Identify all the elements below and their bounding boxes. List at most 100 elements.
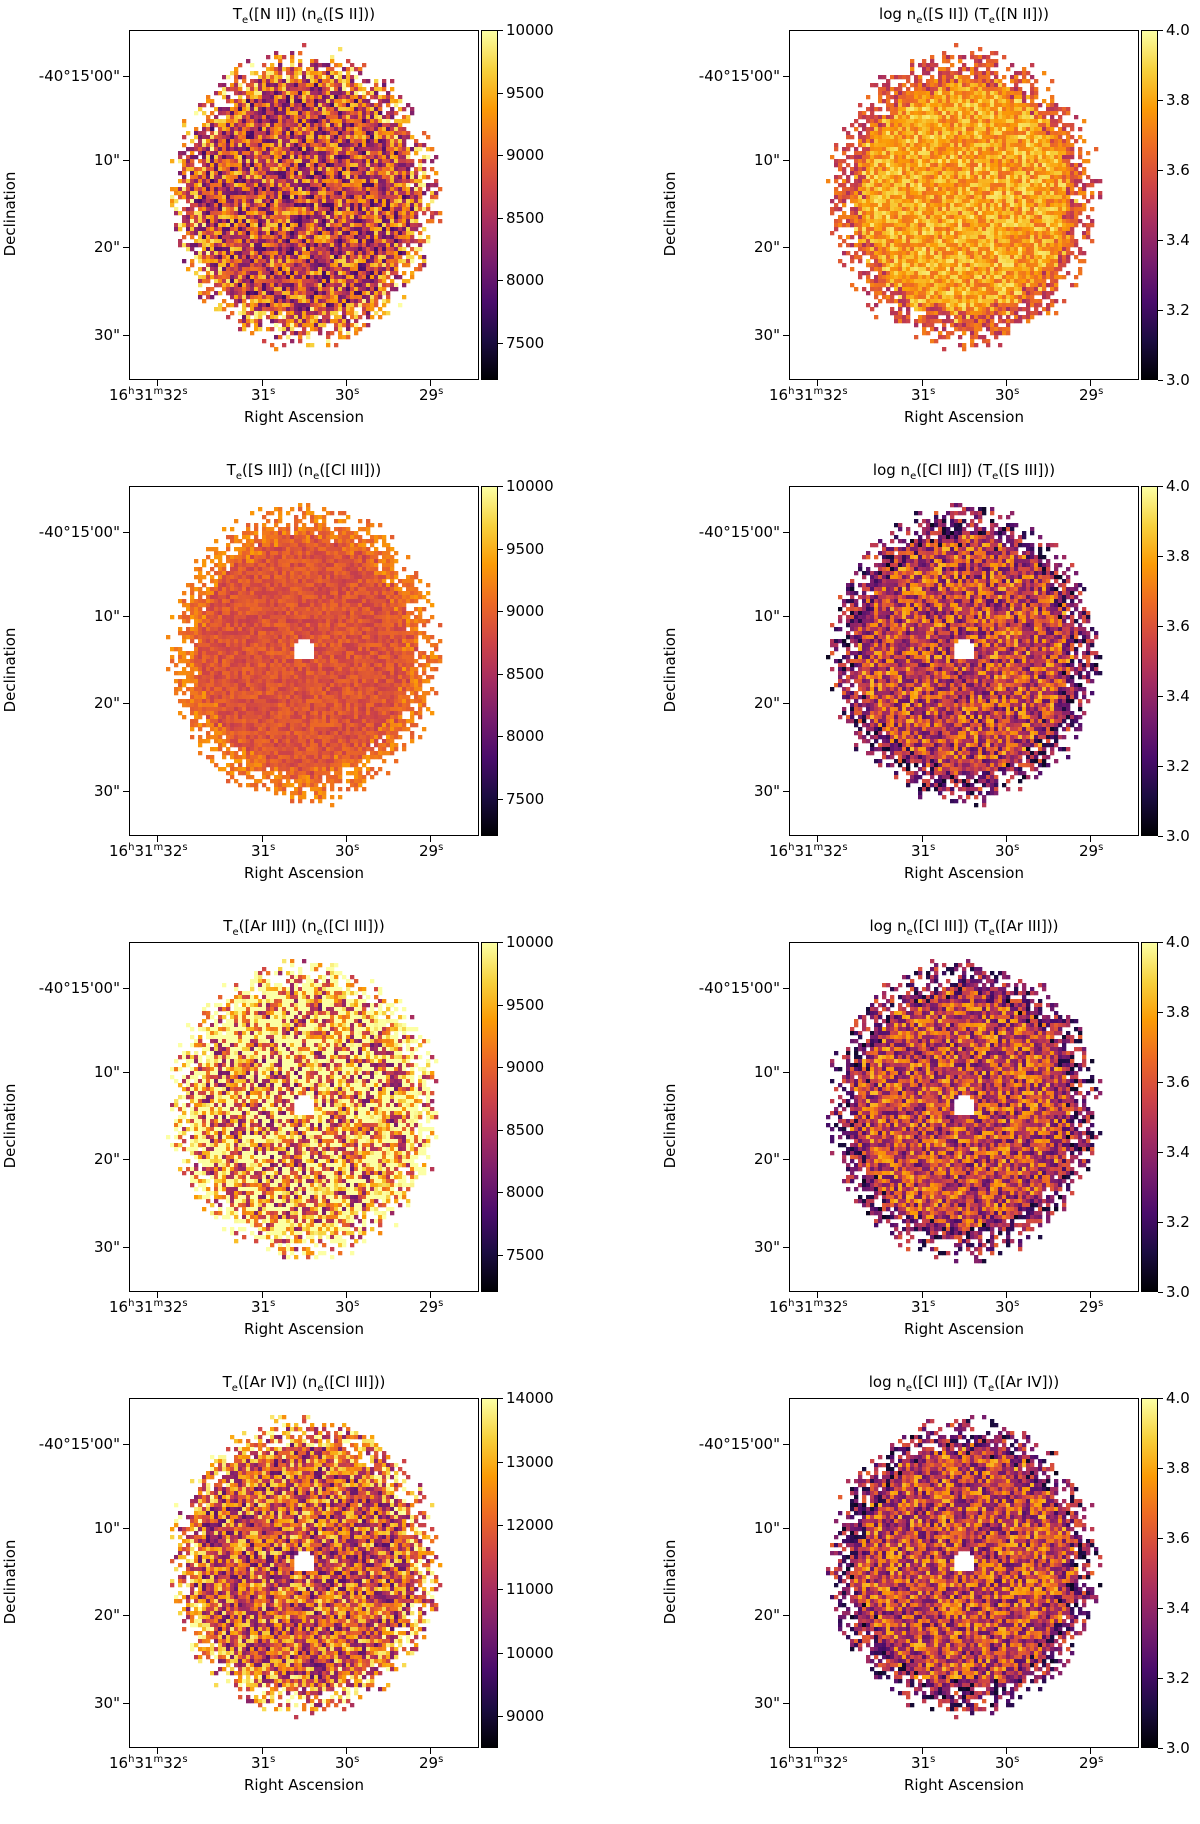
heatmap-cell [1054,135,1058,139]
heatmap-cell [294,99,298,103]
heatmap-cell [310,307,314,311]
heatmap-cell [942,175,946,179]
heatmap-cell [246,263,250,267]
heatmap-cell [274,127,278,131]
heatmap-cell [1014,155,1018,159]
heatmap-cell [302,191,306,195]
heatmap-cell [878,167,882,171]
heatmap-cell [214,251,218,255]
heatmap-cell [318,79,322,83]
heatmap-cell [246,203,250,207]
heatmap-cell [1042,139,1046,143]
heatmap-cell [1058,147,1062,151]
heatmap-cell [382,127,386,131]
heatmap-cell [982,159,986,163]
heatmap-cell [394,179,398,183]
heatmap-cell [1006,187,1010,191]
heatmap-cell [342,311,346,315]
heatmap-cell [886,95,890,99]
heatmap-cell [282,263,286,267]
heatmap-cell [878,135,882,139]
heatmap-cell [298,87,302,91]
heatmap-cell [202,183,206,187]
x-tick-label: 30s [335,386,359,404]
heatmap-cell [374,139,378,143]
heatmap-cell [994,115,998,119]
heatmap-cell [1026,107,1030,111]
heatmap-cell [302,115,306,119]
heatmap-cell [350,139,354,143]
heatmap-cell [982,55,986,59]
heatmap-cell [274,247,278,251]
heatmap-cell [954,79,958,83]
heatmap-cell [354,195,358,199]
heatmap-cell [394,283,398,287]
heatmap-cell [366,91,370,95]
heatmap-cell [386,127,390,131]
heatmap-cell [314,243,318,247]
heatmap-cell [242,215,246,219]
heatmap-cell [354,251,358,255]
heatmap-cell [322,295,326,299]
heatmap-cell [362,291,366,295]
heatmap-cell [366,239,370,243]
heatmap-cell [250,271,254,275]
heatmap-cell [886,155,890,159]
heatmap-cell [1010,143,1014,147]
heatmap-cell [314,131,318,135]
heatmap-cell [918,83,922,87]
heatmap-cell [410,275,414,279]
heatmap-cell [198,151,202,155]
heatmap-cell [274,171,278,175]
heatmap-cell [418,263,422,267]
heatmap-cell [338,135,342,139]
heatmap-cell [982,63,986,67]
heatmap-cell [334,147,338,151]
heatmap-cell [230,259,234,263]
heatmap-cell [338,263,342,267]
heatmap-cell [1070,123,1074,127]
heatmap-cell [846,187,850,191]
heatmap-cell [974,127,978,131]
heatmap-cell [370,207,374,211]
heatmap-cell [402,283,406,287]
heatmap-cell [314,287,318,291]
heatmap-cell [186,183,190,187]
heatmap-cell [202,267,206,271]
heatmap-cell [366,159,370,163]
heatmap-cell [270,283,274,287]
heatmap-cell [382,163,386,167]
heatmap-cell [390,99,394,103]
heatmap-cell [410,191,414,195]
heatmap-cell [1070,143,1074,147]
heatmap-cell [886,87,890,91]
heatmap-cell [194,203,198,207]
heatmap-cell [242,135,246,139]
heatmap-cell [390,127,394,131]
heatmap-cell [342,251,346,255]
heatmap-cell [346,307,350,311]
heatmap-cell [1062,175,1066,179]
heatmap-cell [358,139,362,143]
heatmap-cell [242,131,246,135]
heatmap-cell [254,203,258,207]
heatmap-cell [322,247,326,251]
heatmap-cell [926,103,930,107]
heatmap-cell [410,231,414,235]
heatmap-cell [894,187,898,191]
heatmap-cell [278,67,282,71]
heatmap-cell [330,139,334,143]
heatmap-cell [198,171,202,175]
heatmap-cell [214,207,218,211]
heatmap-cell [366,199,370,203]
heatmap-cell [890,127,894,131]
heatmap-cell [350,251,354,255]
heatmap-cell [1058,143,1062,147]
heatmap-cell [910,135,914,139]
heatmap-cell [222,83,226,87]
heatmap-cell [362,103,366,107]
heatmap-cell [310,67,314,71]
heatmap-cell [294,123,298,127]
heatmap-cell [254,159,258,163]
heatmap-cell [250,295,254,299]
